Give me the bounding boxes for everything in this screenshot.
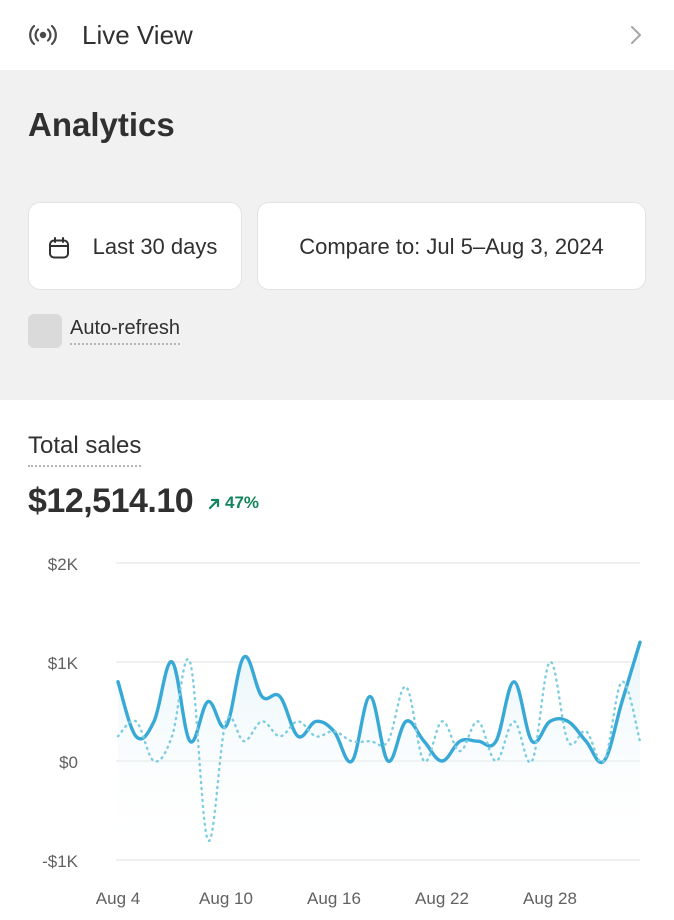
live-view-row[interactable]: Live View <box>0 0 674 70</box>
x-tick-label: Aug 16 <box>307 889 361 908</box>
compare-to-button[interactable]: Compare to: Jul 5–Aug 3, 2024 <box>257 202 646 290</box>
date-range-button[interactable]: Last 30 days <box>28 202 242 290</box>
auto-refresh-checkbox[interactable] <box>28 314 62 348</box>
metric-title[interactable]: Total sales <box>28 432 142 467</box>
metric-change-value: 47% <box>225 493 260 512</box>
y-tick-label: $0 <box>59 753 78 772</box>
y-tick-label: -$1K <box>42 852 79 871</box>
y-tick-label: $1K <box>48 654 79 673</box>
series-area-fill <box>118 642 640 860</box>
metric-change-badge: 47% <box>207 493 259 513</box>
calendar-icon <box>47 236 71 260</box>
auto-refresh-label: Auto-refresh <box>70 317 181 345</box>
chevron-right-icon <box>626 25 646 45</box>
x-tick-label: Aug 22 <box>415 889 469 908</box>
auto-refresh-toggle[interactable]: Auto-refresh <box>28 314 181 348</box>
broadcast-icon <box>28 20 58 50</box>
live-view-label: Live View <box>82 19 193 50</box>
x-tick-label: Aug 28 <box>523 889 577 908</box>
y-tick-label: $2K <box>48 555 79 574</box>
page-title: Analytics <box>28 106 175 143</box>
x-tick-label: Aug 10 <box>199 889 253 908</box>
metric-value: $12,514.10 <box>28 482 194 520</box>
x-tick-label: Aug 4 <box>96 889 140 908</box>
date-range-label: Last 30 days <box>92 233 218 259</box>
compare-to-label: Compare to: Jul 5–Aug 3, 2024 <box>299 233 604 259</box>
analytics-header-section: Analytics Last 30 days Compare to: Jul 5… <box>0 70 674 400</box>
series-line-current <box>116 640 642 765</box>
arrow-up-right-icon <box>207 496 221 510</box>
series-line-comparison <box>116 657 642 842</box>
sales-chart: $2K $1K $0 -$1K Aug 4 Aug 10 Aug 16 Aug 22 Aug … <box>42 555 642 908</box>
